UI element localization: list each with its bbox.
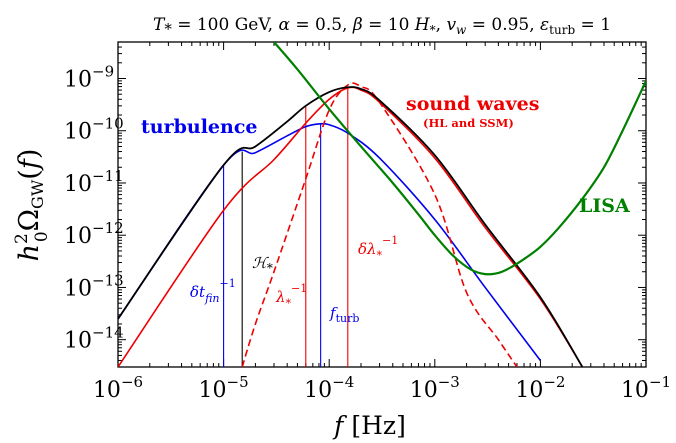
marker-label-fturb: fturb — [329, 304, 359, 325]
chart-title: T* = 100 GeV, α = 0.5, β = 10 H*, vw = 0… — [153, 15, 611, 38]
x-tick-label: 10−4 — [304, 373, 354, 403]
y-tick-label: 10−9 — [64, 63, 114, 93]
y-tick-label: 10−12 — [64, 219, 124, 249]
turbulence-label: turbulence — [141, 116, 257, 138]
x-tick-label: 10−5 — [199, 373, 249, 403]
x-tick-label: 10−1 — [621, 373, 671, 403]
y-tick-label: 10−10 — [64, 115, 124, 145]
x-tick-labels: 10−6 10−5 10−4 10−3 10−2 10−1 — [93, 373, 671, 403]
turbulence-curve — [118, 122, 542, 361]
y-tick-label: 10−14 — [64, 324, 124, 354]
total-curve — [118, 86, 584, 367]
marker-label-lambda: λ*−1 — [275, 282, 307, 310]
marker-label-dlambda: δλ*−1 — [358, 234, 398, 262]
sound-waves-ssm-dashed-curve — [241, 82, 518, 367]
x-tick-label: 10−2 — [515, 373, 565, 403]
plot-frame — [117, 41, 647, 368]
marker-label-dt-fin: δtfin−1 — [190, 277, 236, 305]
sound-waves-label: sound waves — [406, 93, 539, 115]
lisa-sensitivity-curve — [273, 42, 646, 276]
x-tick-label: 10−6 — [93, 373, 143, 403]
lisa-label: LISA — [579, 195, 630, 217]
y-axis-label: h20ΩGW(f) — [12, 149, 52, 262]
x-tick-label: 10−3 — [410, 373, 460, 403]
y-tick-label: 10−13 — [64, 271, 124, 301]
sound-waves-sublabel: (HL and SSM) — [423, 116, 514, 130]
marker-label-hubble: ℋ* — [252, 254, 273, 275]
axis-ticks — [117, 41, 646, 368]
y-tick-label: 10−11 — [64, 167, 124, 197]
series-lines — [118, 42, 646, 367]
y-tick-labels: 10−14 10−13 10−12 10−11 10−10 10−9 — [64, 63, 124, 354]
x-axis-label: f [Hz] — [332, 411, 406, 440]
